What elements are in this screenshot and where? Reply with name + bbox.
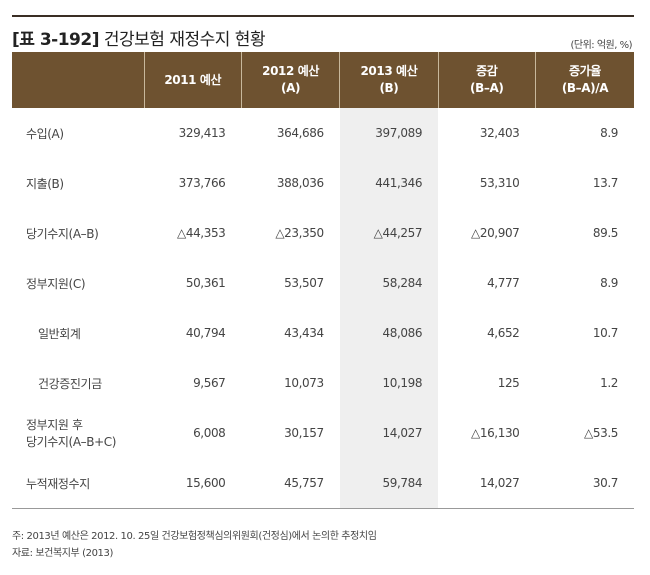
table-cell: 30,157 [284, 426, 324, 440]
table-row: 정부지원(C) 50,361 53,507 58,284 4,777 8.9 [12, 258, 634, 308]
table-cell: △23,350 [275, 226, 324, 240]
table-cell: 58,284 [339, 258, 439, 308]
unit-label: (단위: 억원, %) [570, 40, 632, 51]
table-cell: 53,507 [284, 276, 324, 290]
row-label: 정부지원 후 당기수지(A–B+C) [26, 418, 116, 449]
table-cell: 14,027 [438, 458, 536, 509]
table-cell: 10.7 [592, 326, 619, 340]
table-cell: △16,130 [471, 426, 520, 440]
table-number: [표 3-192] [12, 30, 99, 50]
row-label: 수입(A) [26, 126, 64, 141]
table-title: [표 3-192] 건강보험 재정수지 현황 [12, 25, 266, 50]
table-cell: 364,686 [276, 126, 324, 140]
finance-table: 2011 예산 2012 예산 (A) 2013 예산 (B) 증감 (B–A) 증가율… [12, 52, 634, 509]
table-cell: 10,073 [284, 376, 324, 390]
column-header: 증가율 (B–A)/A [534, 52, 634, 108]
table-cell: 4,777 [487, 276, 520, 290]
column-header: 2013 예산 (B) [339, 52, 439, 108]
row-label: 당기수지(A–B) [26, 226, 99, 241]
table-cell: 8.9 [600, 276, 618, 290]
table-cell: 6,008 [193, 426, 226, 440]
table-cell: 125 [497, 376, 520, 390]
table-cell: 50,361 [185, 276, 226, 290]
table-cell: 329,413 [178, 126, 226, 140]
row-label: 지출(B) [26, 176, 64, 191]
table-row: 건강증진기금 9,567 10,073 10,198 125 1.2 [12, 358, 634, 408]
table-cell: 373,766 [178, 176, 226, 190]
table-cell: 397,089 [339, 108, 439, 158]
column-header: 2012 예산 (A) [240, 52, 340, 108]
column-header [12, 52, 145, 108]
table-cell: △20,907 [471, 226, 520, 240]
table-cell: 4,652 [487, 326, 520, 340]
table-cell: 53,310 [479, 176, 520, 190]
column-header: 2011 예산 [143, 52, 242, 108]
table-row: 누적재정수지 15,600 45,757 59,784 14,027 30.7 [12, 458, 634, 509]
source-note: 자료: 보건복지부 (2013) [12, 548, 113, 559]
table-cell: 89.5 [592, 226, 619, 240]
table-cell: 10,198 [339, 358, 439, 408]
row-label: 일반회계 [38, 326, 81, 341]
table-cell: 13.7 [592, 176, 619, 190]
table-cell: 48,086 [339, 308, 439, 358]
table-cell: 15,600 [144, 458, 242, 509]
table-cell: 388,036 [276, 176, 324, 190]
table-row: 정부지원 후 당기수지(A–B+C) 6,008 30,157 14,027 △16,1… [12, 408, 634, 458]
row-label: 정부지원(C) [26, 276, 86, 291]
top-rule [12, 15, 634, 17]
table-row: 당기수지(A–B) △44,353 △23,350 △44,257 △20,907 89.… [12, 208, 634, 258]
table-cell: 43,434 [284, 326, 324, 340]
header-row: 2011 예산 2012 예산 (A) 2013 예산 (B) 증감 (B–A) 증가율… [12, 52, 634, 108]
table-cell: 32,403 [479, 126, 520, 140]
table-cell: △44,353 [177, 226, 226, 240]
table-cell: 30.7 [535, 458, 634, 509]
table-row: 수입(A) 329,413 364,686 397,089 32,403 8.9 [12, 108, 634, 158]
table-row: 지출(B) 373,766 388,036 441,346 53,310 13.7 [12, 158, 634, 208]
footnote: 주: 2013년 예산은 2012. 10. 25일 건강보험정책심의위원회(건… [12, 531, 377, 542]
table-cell: 59,784 [339, 458, 439, 509]
table-cell: 40,794 [185, 326, 226, 340]
table-cell: 441,346 [339, 158, 439, 208]
table-cell: 14,027 [339, 408, 439, 458]
table-cell: 9,567 [193, 376, 226, 390]
table-cell: △53.5 [584, 426, 618, 440]
table-row: 일반회계 40,794 43,434 48,086 4,652 10.7 [12, 308, 634, 358]
table-title-text: 건강보험 재정수지 현황 [103, 30, 266, 50]
row-label: 누적재정수지 [12, 458, 145, 509]
column-header: 증감 (B–A) [437, 52, 536, 108]
row-label: 건강증진기금 [38, 376, 102, 391]
table-cell: 8.9 [600, 126, 618, 140]
table-cell: △44,257 [339, 208, 439, 258]
table-cell: 1.2 [600, 376, 618, 390]
table-cell: 45,757 [241, 458, 340, 509]
